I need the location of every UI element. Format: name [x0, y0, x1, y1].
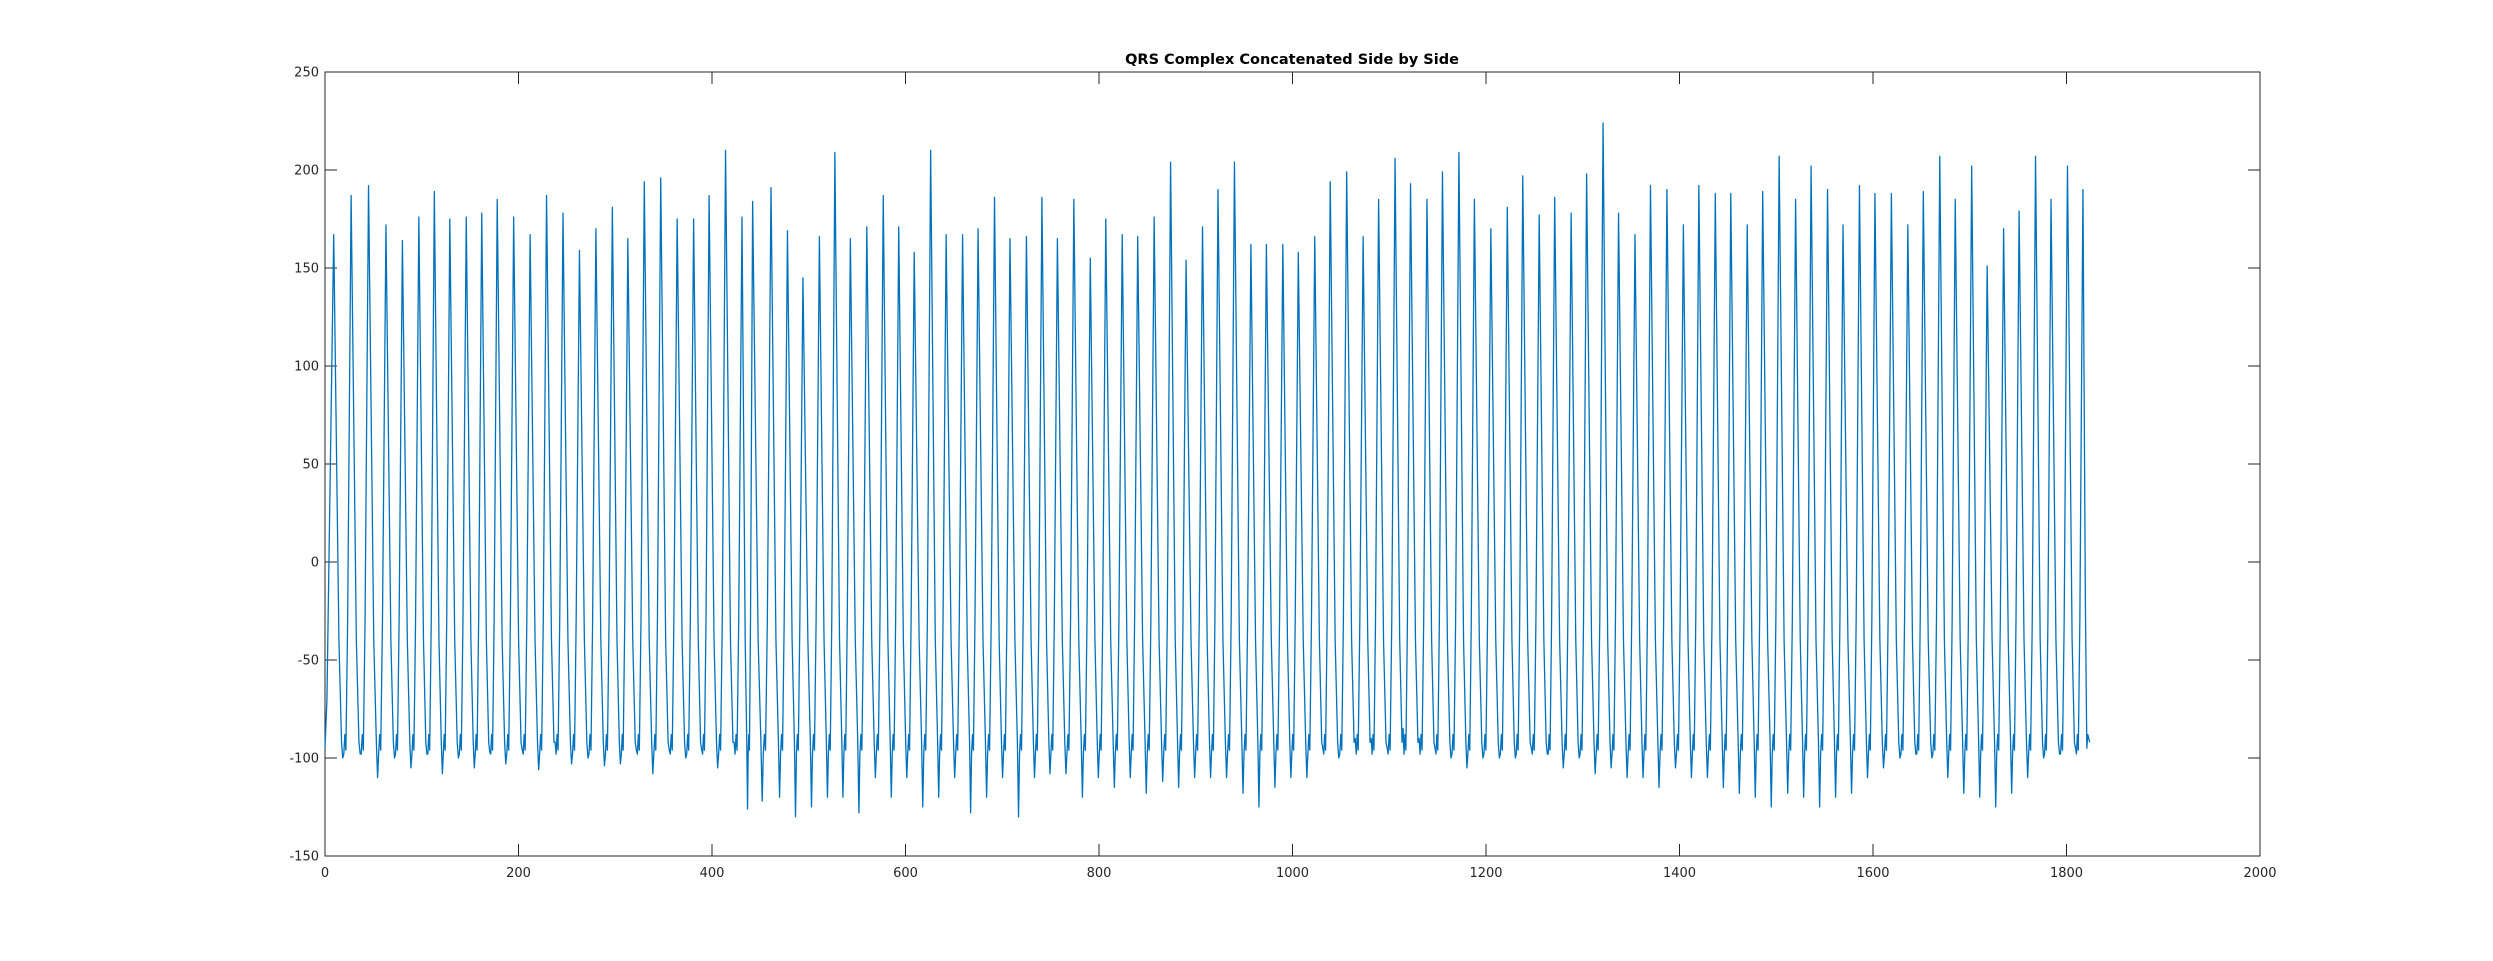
x-tick-label: 400	[700, 866, 725, 881]
x-tick-label: 1400	[1663, 866, 1696, 881]
y-tick-label: 250	[294, 66, 319, 81]
chart-title: QRS Complex Concatenated Side by Side	[1125, 52, 1459, 68]
x-tick-label: 1800	[2050, 866, 2083, 881]
y-tick-label: 0	[311, 556, 319, 571]
series-line	[324, 122, 2091, 818]
axis-tick-labels: 0 200 400 600 800 1000 1200 1400 1600 1800 2000-15…	[289, 66, 2276, 882]
x-tick-label: 600	[893, 866, 918, 881]
y-tick-label: 50	[302, 458, 319, 473]
x-tick-label: 1000	[1276, 866, 1309, 881]
y-tick-label: -50	[298, 654, 319, 669]
y-tick-label: -150	[289, 850, 319, 865]
x-tick-label: 800	[1087, 866, 1112, 881]
x-tick-label: 1600	[1856, 866, 1889, 881]
series-group	[324, 122, 2091, 818]
plot-area: 0 200 400 600 800 1000 1200 1400 1600 1800 2000-15…	[289, 66, 2276, 882]
y-tick-label: 100	[294, 360, 319, 375]
x-tick-label: 0	[321, 866, 329, 881]
y-tick-label: 150	[294, 262, 319, 277]
x-tick-label: 1200	[1469, 866, 1502, 881]
y-tick-label: 200	[294, 164, 319, 179]
y-tick-label: -100	[289, 752, 319, 767]
x-tick-label: 200	[506, 866, 531, 881]
x-tick-label: 2000	[2243, 866, 2276, 881]
